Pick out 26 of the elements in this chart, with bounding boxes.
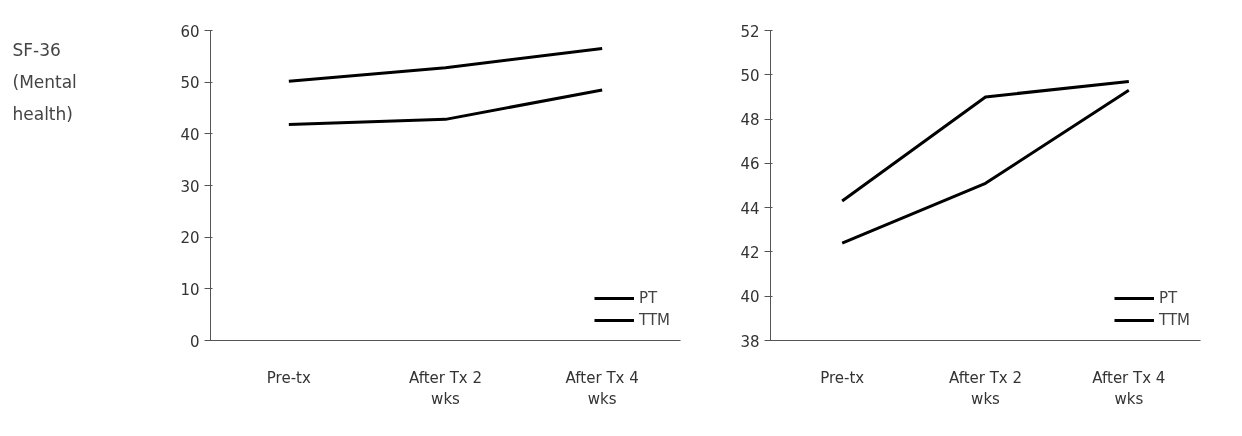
legend-label: PT: [1158, 289, 1179, 307]
legend-label: TTM: [638, 311, 670, 329]
y-tick-label: 48: [740, 111, 760, 130]
x-tick-label: After Tx 2 wks: [408, 368, 483, 409]
x-tick-label: After Tx 4 wks: [565, 368, 639, 409]
y-tick-label: 46: [740, 155, 760, 174]
y-tick-label: 60: [180, 22, 200, 41]
y-tick-label: 50: [740, 66, 760, 85]
y-tick-label: 30: [180, 177, 200, 196]
y-tick-label: 40: [740, 288, 760, 307]
y-tick-label: 52: [740, 22, 760, 41]
y-tick-label: 42: [740, 243, 760, 262]
y-tick-label: 10: [180, 280, 200, 299]
y-tick-label: 50: [180, 74, 200, 93]
y-tick-label: 44: [740, 199, 760, 218]
legend-label: PT: [638, 289, 659, 307]
y-tick-label: 0: [189, 332, 200, 351]
x-tick-label: After Tx 2 wks: [948, 368, 1023, 409]
x-tick-label: After Tx 4 wks: [1092, 368, 1166, 409]
y-tick-label: 20: [180, 229, 200, 248]
x-tick-label: Pre-tx: [266, 368, 311, 387]
y-tick-label: 40: [180, 125, 200, 144]
text: SF-36 (Mental health): [12, 39, 77, 124]
legend-label: TTM: [1158, 311, 1190, 329]
y-tick-label: 38: [740, 332, 760, 351]
x-tick-label: Pre-tx: [820, 368, 865, 387]
